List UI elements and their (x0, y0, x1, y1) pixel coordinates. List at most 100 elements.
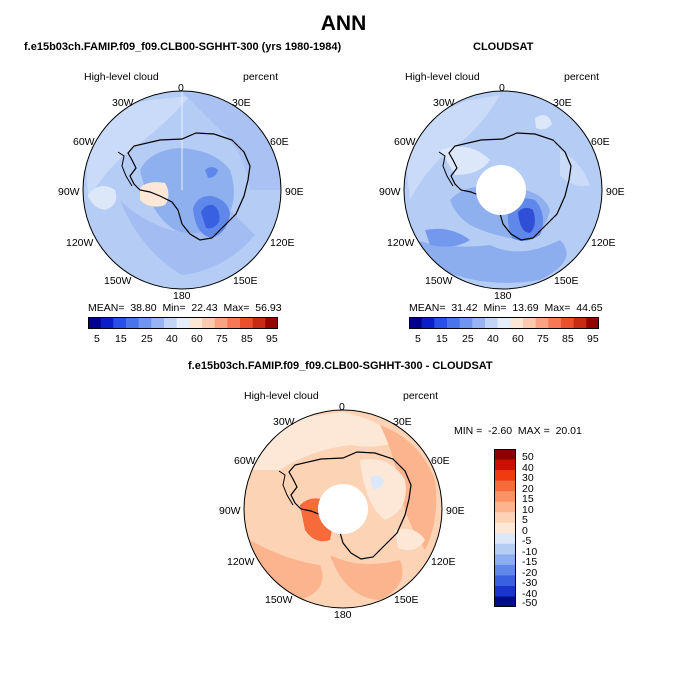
colorbar-swatch (472, 317, 486, 329)
diff-lon-label: 90W (219, 505, 241, 517)
colorbar-swatch (113, 317, 127, 329)
colorbar-swatch (535, 317, 549, 329)
model-colorbar-tick: 40 (166, 333, 178, 345)
colorbar-swatch (523, 317, 537, 329)
diff-pole-hole (318, 484, 368, 534)
colorbar-swatch (494, 533, 516, 545)
colorbar-swatch (561, 317, 575, 329)
diff-colorbar-tick: 5 (522, 514, 528, 526)
diff-units-label: percent (403, 390, 439, 402)
model-contour-field (83, 91, 281, 289)
obs-lon-label: 150E (554, 275, 579, 287)
colorbar-swatch (494, 449, 516, 461)
diff-max-label: MAX = (517, 425, 550, 437)
diff-variable-label: High-level cloud (244, 390, 319, 402)
colorbar-swatch (494, 501, 516, 513)
model-map-border (82, 90, 282, 290)
diff-colorbar-tick: -40 (522, 587, 538, 600)
obs-variable-label: High-level cloud (405, 71, 480, 83)
diff-colorbar-tick: 20 (522, 482, 534, 495)
model-lon-label: 180 (173, 290, 191, 302)
colorbar-swatch (494, 585, 516, 597)
diff-colorbar-tick: 40 (522, 461, 534, 474)
diff-colorbar-tick: 10 (522, 503, 534, 516)
model-colorbar-tick: 25 (141, 333, 153, 345)
model-lon-label: 90W (58, 186, 80, 198)
obs-lon-label: 120W (387, 237, 415, 249)
obs-min-label: Min= (483, 302, 507, 314)
colorbar-swatch (138, 317, 152, 329)
colorbar-swatch (485, 317, 499, 329)
model-colorbar-tick: 95 (266, 333, 278, 345)
diff-colorbar-tick: -20 (522, 566, 538, 579)
diff-colorbar-tick: -10 (522, 545, 538, 558)
colorbar-swatch (494, 596, 516, 607)
model-lon-label: 150W (104, 275, 132, 287)
colorbar-swatch (409, 317, 423, 329)
model-lon-label: 30W (112, 97, 134, 109)
diff-lon-label: 30E (393, 416, 412, 428)
diff-colorbar-tick: 50 (522, 451, 534, 463)
diff-lon-label: 120W (227, 556, 255, 568)
colorbar-swatch (164, 317, 178, 329)
diff-stats: MIN = -2.60 MAX = 20.01 (454, 425, 582, 437)
diff-lon-label: 60E (431, 455, 450, 467)
diff-lon-label: 30W (273, 416, 295, 428)
colorbar-swatch (586, 317, 599, 329)
model-lon-label: 30E (232, 97, 251, 109)
model-colorbar-tick: 5 (94, 333, 100, 345)
model-colorbar-tick: 60 (191, 333, 203, 345)
diff-min-value: -2.60 (488, 425, 513, 437)
colorbar-swatch (189, 317, 203, 329)
obs-lon-label: 150W (425, 275, 453, 287)
model-lon-label: 60E (270, 136, 289, 148)
diff-lon-label: 120E (431, 556, 456, 568)
colorbar-swatch (202, 317, 216, 329)
model-lon-label: 60W (73, 136, 95, 148)
obs-units-label: percent (564, 71, 600, 83)
obs-stats: MEAN= 31.42 Min= 13.69 Max= 44.65 (409, 302, 603, 314)
colorbar-swatch (176, 317, 190, 329)
obs-lon-label: 60W (394, 136, 416, 148)
model-panel-header: f.e15b03ch.FAMIP.f09_f09.CLB00-SGHHT-300… (24, 41, 342, 53)
colorbar-swatch (265, 317, 278, 329)
colorbar-swatch (548, 317, 562, 329)
diff-lon-label: 150W (265, 594, 293, 606)
colorbar-swatch (434, 317, 448, 329)
diff-colorbar-tick: 0 (522, 524, 528, 537)
obs-max-label: Max= (544, 302, 571, 314)
obs-mean-label: MEAN= (409, 302, 446, 314)
diff-colorbar-tick: -50 (522, 597, 538, 609)
colorbar-swatch (494, 554, 516, 566)
model-units-label: percent (243, 71, 279, 83)
model-colorbar (88, 317, 278, 329)
colorbar-swatch (494, 564, 516, 576)
model-colorbar-tick: 75 (216, 333, 228, 345)
colorbar-swatch (252, 317, 266, 329)
obs-colorbar-tick: 95 (587, 333, 599, 345)
colorbar-swatch (126, 317, 140, 329)
colorbar-swatch (151, 317, 165, 329)
diff-antarctica-coastline (288, 451, 412, 560)
diff-colorbar-tick: -5 (522, 535, 532, 547)
diff-lon-label: 180 (334, 609, 352, 621)
diff-colorbar (494, 449, 516, 607)
colorbar-swatch (573, 317, 587, 329)
diff-max-value: 20.01 (555, 425, 582, 437)
obs-colorbar-tick: 15 (436, 333, 448, 345)
colorbar-swatch (494, 459, 516, 471)
obs-colorbar-tick: 60 (512, 333, 524, 345)
colorbar-swatch (494, 470, 516, 482)
diff-lon-label: 90E (446, 505, 465, 517)
obs-panel-header: CLOUDSAT (473, 41, 534, 53)
diff-map-border (243, 409, 443, 609)
model-lon-label: 120W (66, 237, 94, 249)
model-lon-label: 150E (233, 275, 258, 287)
diff-colorbar-tick: -15 (522, 556, 538, 568)
obs-lon-label: 30W (433, 97, 455, 109)
colorbar-swatch (88, 317, 102, 329)
colorbar-swatch (100, 317, 114, 329)
